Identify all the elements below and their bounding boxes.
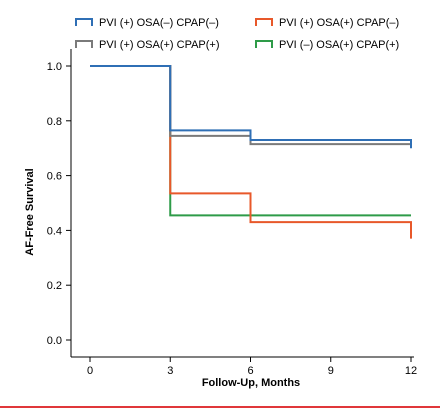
y-axis: 0.0 0.2 0.4 0.6 0.8 1.0 — [47, 49, 72, 357]
legend-label: PVI (–) OSA(+) CPAP(+) — [279, 39, 399, 51]
y-tick-label: 1.0 — [47, 61, 62, 73]
y-axis-title: AF-Free Survival — [24, 168, 36, 255]
survival-curve-2 — [90, 65, 412, 239]
legend-label: PVI (+) OSA(–) CPAP(–) — [99, 17, 219, 29]
x-axis-title: Follow-Up, Months — [202, 377, 300, 389]
legend-swatch — [75, 40, 93, 48]
survival-curve-1 — [90, 65, 412, 149]
legend-item-2: PVI (+) OSA(+) CPAP(–) — [255, 17, 399, 29]
legend-item-3: PVI (+) OSA(+) CPAP(+) — [75, 39, 220, 51]
survival-curves — [90, 65, 412, 239]
legend-item-1: PVI (+) OSA(–) CPAP(–) — [75, 17, 219, 29]
x-axis: 0 3 6 9 12 — [71, 356, 417, 377]
y-tick-label: 0.8 — [47, 116, 62, 128]
x-tick-label: 6 — [247, 365, 253, 377]
legend-label: PVI (+) OSA(+) CPAP(+) — [99, 39, 220, 51]
x-tick-label: 3 — [167, 365, 173, 377]
legend-label: PVI (+) OSA(+) CPAP(–) — [279, 17, 399, 29]
x-tick-label: 12 — [405, 365, 417, 377]
legend-item-4: PVI (–) OSA(+) CPAP(+) — [255, 39, 399, 51]
y-tick-label: 0.0 — [47, 335, 62, 347]
y-tick-label: 0.4 — [47, 225, 62, 237]
plot-area: 0.0 0.2 0.4 0.6 0.8 1.0 0 3 6 9 12 — [47, 49, 417, 377]
x-tick-label: 0 — [87, 365, 93, 377]
y-tick-label: 0.2 — [47, 280, 62, 292]
legend-swatch — [255, 18, 273, 26]
legend-swatch — [255, 40, 273, 48]
y-tick-label: 0.6 — [47, 171, 62, 183]
legend-swatch — [75, 18, 93, 26]
legend: PVI (+) OSA(–) CPAP(–) PVI (+) OSA(+) CPA… — [75, 17, 399, 51]
x-tick-label: 9 — [328, 365, 334, 377]
